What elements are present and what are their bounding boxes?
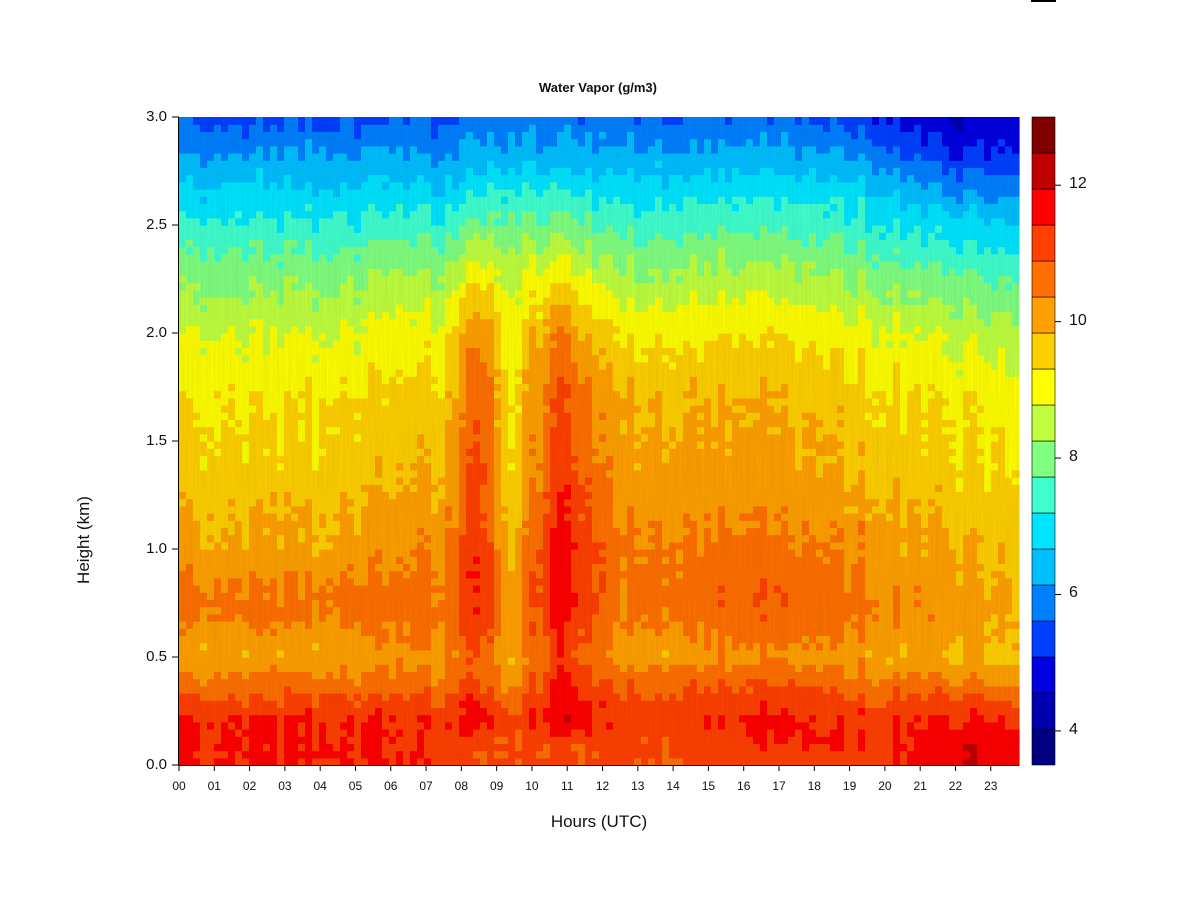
heatmap-layer [179,117,1020,766]
x-axis-label: Hours (UTC) [550,812,648,831]
chart-title: Water Vapor (g/m3) [539,80,657,95]
corner-mark [1031,0,1056,2]
